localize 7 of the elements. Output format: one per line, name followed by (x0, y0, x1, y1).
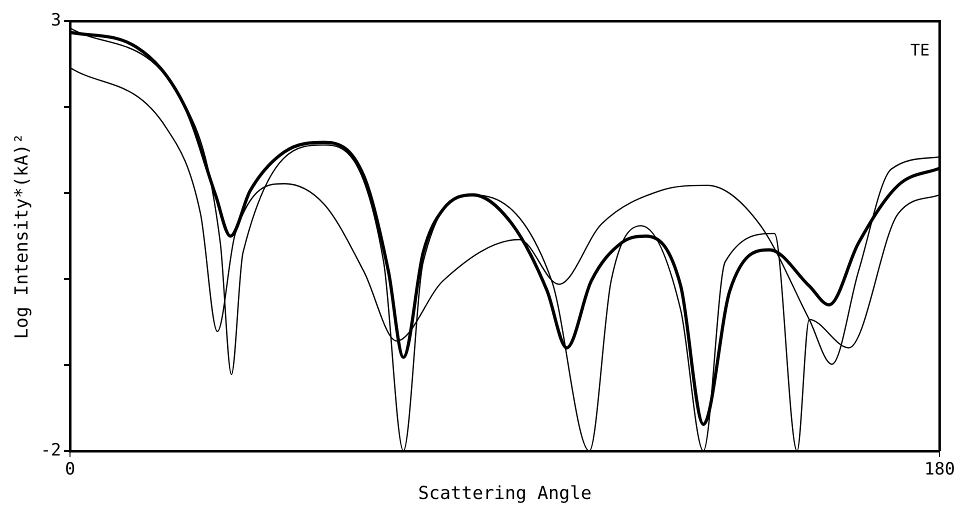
x-tick-label: 0 (64, 460, 76, 480)
x-tick-label: 180 (924, 460, 956, 480)
x-axis-title: Scattering Angle (418, 482, 592, 504)
annotation: TE (910, 40, 930, 60)
y-tick-label: 3 (50, 10, 62, 31)
y-tick-label: -2 (40, 440, 62, 460)
y-axis-title: Log Intensity*(kA)² (11, 133, 32, 340)
